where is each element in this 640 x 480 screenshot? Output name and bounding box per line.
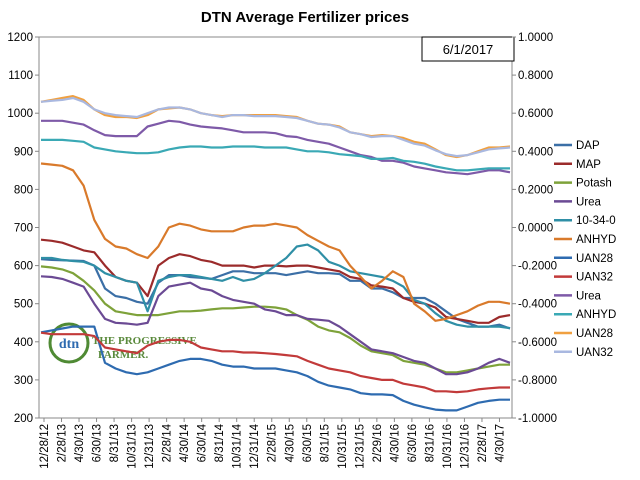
x-tick-label: 6/30/16	[407, 424, 419, 462]
x-tick-label: 8/31/16	[424, 424, 436, 462]
y-left-tick-label: 500	[14, 299, 33, 311]
date-label: 6/1/2017	[443, 42, 494, 57]
series-line-anhyd-left	[40, 162, 511, 322]
legend-label: 10-34-0	[576, 215, 616, 227]
y-left-tick-label: 300	[14, 375, 33, 387]
x-tick-label: 8/31/14	[214, 423, 226, 462]
y-left-tick-label: 700	[14, 223, 33, 235]
series-line-10-34-0-left	[41, 243, 511, 330]
legend-label: DAP	[576, 140, 600, 152]
y-right-tick-label: 0.0000	[518, 223, 553, 235]
x-tick-label: 4/30/14	[179, 423, 191, 462]
y-right-tick-label: 0.4000	[518, 146, 553, 158]
y-axis-right: -1.0000 -0.8000 -0.6000 -0.4000 -0.2000 0.000…	[512, 32, 557, 425]
logo-dtn-text: dtn	[59, 337, 79, 352]
x-tick-label: 2/28/14	[162, 423, 174, 462]
x-tick-label: 10/31/16	[442, 424, 454, 469]
x-tick-label: 10/31/14	[232, 423, 244, 468]
y-right-tick-label: -0.8000	[518, 375, 557, 387]
y-left-tick-label: 600	[14, 261, 33, 273]
y-left-tick-label: 1200	[7, 32, 33, 44]
y-right-tick-label: 0.8000	[518, 70, 553, 82]
y-right-tick-label: 0.6000	[518, 108, 553, 120]
legend-label: UAN32	[576, 347, 613, 359]
legend-label: Potash	[576, 178, 612, 190]
y-left-tick-label: 900	[14, 146, 33, 158]
x-tick-label: 4/30/15	[284, 424, 296, 462]
legend-label: Urea	[576, 196, 602, 208]
x-tick-label: 6/30/15	[302, 424, 314, 462]
y-right-tick-label: -0.2000	[518, 261, 557, 273]
x-tick-label: 10/31/15	[337, 424, 349, 469]
y-right-tick-label: -0.6000	[518, 337, 557, 349]
x-tick-label: 12/28/12	[39, 424, 51, 469]
series-line-uan32-left	[40, 331, 510, 394]
series-line-dap-left	[40, 258, 511, 330]
series-line-urea-left	[40, 275, 511, 376]
y-left-tick-label: 200	[14, 413, 33, 425]
series-line-uan28-left	[40, 325, 510, 412]
legend-label: MAP	[576, 159, 601, 171]
legend-label: Urea	[576, 290, 602, 302]
x-tick-label: 4/30/16	[389, 424, 401, 462]
series-line-urea-right	[41, 119, 511, 176]
x-tick-label: 6/30/13	[92, 424, 104, 462]
x-tick-label: 12/31/15	[354, 424, 366, 469]
y-right-tick-label: 1.0000	[518, 32, 553, 44]
y-left-tick-label: 1000	[7, 108, 33, 120]
series-layer	[40, 94, 511, 412]
y-left-tick-label: 800	[14, 184, 33, 196]
x-tick-label: 10/31/13	[127, 424, 139, 469]
x-tick-label: 6/30/14	[197, 423, 209, 462]
dtn-progressive-farmer-logo: dtn THE PROGRESSIVE FARMER.	[48, 322, 197, 364]
x-tick-label: 2/28/15	[267, 424, 279, 462]
y-left-tick-label: 400	[14, 337, 33, 349]
x-tick-label: 2/28/13	[57, 424, 69, 462]
logo-brand-line1: THE PROGRESSIVE	[92, 335, 197, 347]
chart-title: DTN Average Fertilizer prices	[201, 9, 409, 26]
y-right-tick-label: -1.0000	[518, 413, 557, 425]
y-right-tick-label: -0.4000	[518, 299, 557, 311]
x-tick-label: 2/29/16	[372, 424, 384, 462]
y-right-tick-label: 0.2000	[518, 184, 553, 196]
y-axis-left: 200 300 400 500 600 700 800 900 1000 1100 1200	[7, 32, 39, 425]
x-tick-label: 2/28/17	[477, 424, 489, 462]
legend-label: UAN28	[576, 253, 613, 265]
y-left-tick-label: 1100	[8, 70, 33, 82]
legend: DAP MAP Potash Urea 10-34-0 ANHYD UAN28 UAN32 Ur…	[554, 140, 616, 359]
x-tick-label: 4/30/17	[494, 424, 506, 462]
x-tick-label: 8/31/15	[319, 424, 331, 462]
x-tick-label: 12/31/14	[249, 423, 261, 468]
legend-label: UAN32	[576, 272, 613, 284]
x-axis: 12/28/12 2/28/13 4/30/13 6/30/13 8/31/13 10/3…	[39, 418, 506, 469]
legend-label: UAN28	[576, 328, 613, 340]
series-line-uan32-right	[40, 96, 511, 158]
x-tick-label: 12/31/13	[144, 424, 156, 469]
x-tick-label: 4/30/13	[74, 424, 86, 462]
legend-label: ANHYD	[576, 309, 616, 321]
legend-label: ANHYD	[576, 234, 616, 246]
date-box: 6/1/2017	[421, 36, 515, 62]
series-line-anhyd-right	[41, 138, 510, 172]
x-tick-label: 8/31/13	[109, 424, 121, 462]
x-tick-label: 12/31/16	[459, 424, 471, 469]
